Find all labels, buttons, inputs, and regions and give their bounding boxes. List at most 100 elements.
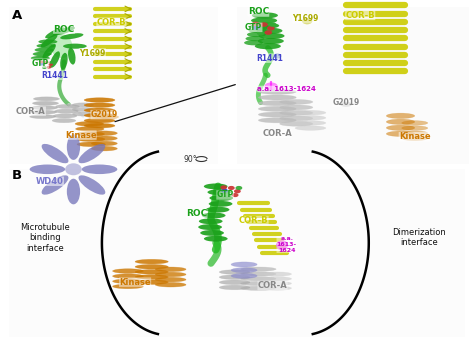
Ellipse shape (32, 101, 59, 105)
Ellipse shape (264, 30, 272, 35)
Ellipse shape (258, 106, 296, 111)
Ellipse shape (47, 66, 51, 69)
Ellipse shape (263, 272, 292, 276)
Ellipse shape (264, 82, 278, 90)
Ellipse shape (258, 95, 296, 100)
Text: Dimerization
interface: Dimerization interface (392, 228, 447, 247)
Ellipse shape (231, 262, 257, 267)
Ellipse shape (113, 274, 143, 278)
Ellipse shape (401, 126, 428, 130)
Ellipse shape (241, 267, 276, 271)
Ellipse shape (67, 179, 80, 205)
Text: A: A (12, 9, 22, 22)
Text: G2019: G2019 (91, 110, 118, 119)
Ellipse shape (248, 28, 267, 33)
Ellipse shape (258, 101, 296, 106)
Text: COR-A: COR-A (258, 281, 287, 290)
Ellipse shape (76, 137, 105, 142)
Ellipse shape (386, 113, 415, 119)
Text: G2019: G2019 (332, 98, 360, 107)
Ellipse shape (36, 43, 55, 48)
Text: Y1699: Y1699 (292, 14, 319, 23)
Text: 90°: 90° (183, 155, 197, 163)
Ellipse shape (39, 61, 44, 63)
Ellipse shape (45, 27, 65, 38)
Ellipse shape (30, 110, 57, 114)
Ellipse shape (295, 121, 326, 125)
Ellipse shape (113, 269, 143, 273)
FancyBboxPatch shape (9, 7, 218, 164)
Ellipse shape (60, 53, 68, 70)
Ellipse shape (65, 163, 82, 175)
Text: Kinase: Kinase (65, 131, 96, 140)
Ellipse shape (247, 32, 266, 37)
Ellipse shape (231, 267, 257, 273)
Ellipse shape (251, 17, 277, 24)
Ellipse shape (29, 115, 55, 119)
Ellipse shape (60, 33, 83, 39)
Ellipse shape (269, 22, 276, 27)
Ellipse shape (33, 52, 52, 56)
Ellipse shape (225, 194, 232, 198)
Ellipse shape (155, 272, 186, 277)
Ellipse shape (76, 132, 104, 136)
Ellipse shape (232, 193, 238, 197)
Ellipse shape (386, 131, 415, 136)
Ellipse shape (295, 116, 326, 120)
Ellipse shape (44, 61, 49, 64)
Ellipse shape (52, 118, 76, 123)
Ellipse shape (35, 48, 54, 52)
Ellipse shape (210, 195, 233, 201)
Text: Microtubule
binding
interface: Microtubule binding interface (20, 223, 70, 253)
Ellipse shape (100, 114, 118, 120)
Ellipse shape (209, 201, 232, 207)
Ellipse shape (244, 40, 263, 45)
Ellipse shape (51, 34, 72, 58)
Text: ROC: ROC (248, 8, 269, 16)
Ellipse shape (67, 134, 80, 160)
Ellipse shape (72, 103, 93, 107)
Text: GTP: GTP (32, 59, 49, 68)
Text: COR-B: COR-B (239, 216, 268, 225)
Ellipse shape (31, 56, 50, 60)
Ellipse shape (401, 121, 428, 125)
Text: GTP: GTP (245, 23, 262, 32)
Ellipse shape (204, 183, 228, 189)
Ellipse shape (236, 186, 242, 190)
Ellipse shape (263, 281, 292, 286)
Ellipse shape (219, 280, 250, 285)
Text: Kinase: Kinase (399, 132, 430, 141)
Ellipse shape (29, 165, 65, 174)
Ellipse shape (295, 126, 326, 130)
Ellipse shape (280, 121, 313, 126)
Ellipse shape (256, 28, 283, 34)
Ellipse shape (258, 118, 296, 123)
Ellipse shape (135, 264, 168, 269)
Ellipse shape (155, 282, 186, 287)
Ellipse shape (55, 109, 78, 113)
Ellipse shape (258, 33, 284, 39)
Ellipse shape (155, 267, 186, 272)
Ellipse shape (228, 186, 235, 190)
Ellipse shape (155, 277, 186, 282)
Ellipse shape (220, 185, 227, 189)
Ellipse shape (258, 112, 296, 117)
Ellipse shape (252, 12, 278, 18)
Ellipse shape (219, 285, 250, 290)
Ellipse shape (38, 39, 57, 44)
FancyBboxPatch shape (237, 7, 469, 164)
Ellipse shape (219, 275, 250, 279)
Ellipse shape (43, 44, 56, 59)
Ellipse shape (31, 106, 57, 110)
Ellipse shape (276, 240, 288, 250)
Ellipse shape (84, 123, 115, 128)
Ellipse shape (267, 26, 274, 30)
Ellipse shape (199, 219, 223, 224)
Ellipse shape (255, 43, 281, 49)
Text: B: B (12, 169, 22, 182)
Ellipse shape (72, 107, 93, 111)
Ellipse shape (55, 104, 80, 109)
Ellipse shape (204, 236, 228, 241)
Ellipse shape (401, 136, 428, 141)
Ellipse shape (77, 142, 106, 147)
